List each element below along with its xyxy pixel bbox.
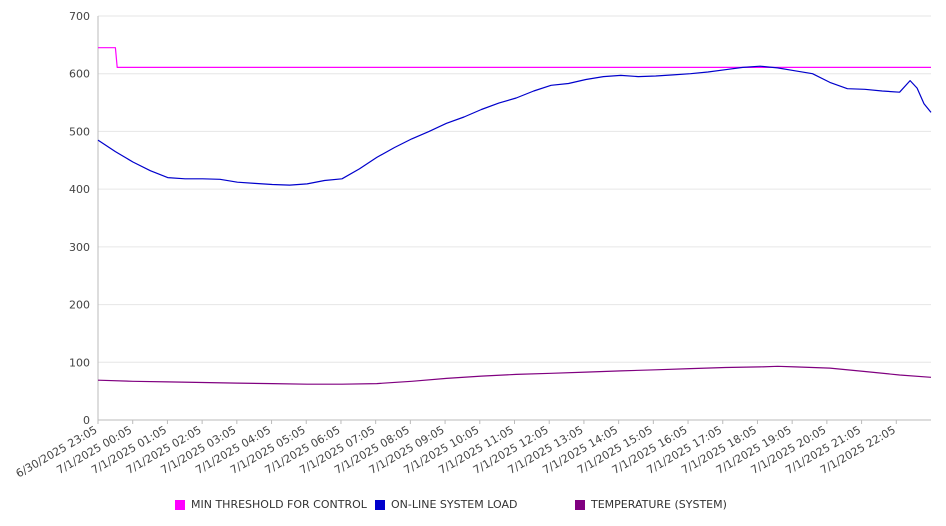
y-axis: 0 100 200 300 400 500 600 700: [69, 10, 99, 427]
y-tick-label: 700: [69, 10, 90, 23]
y-tick-label: 100: [69, 356, 90, 369]
series-threshold-line: [98, 47, 931, 68]
series-lines: [97, 47, 932, 385]
legend-swatch-load: [375, 499, 385, 510]
line-chart: 0 100 200 300 400 500 600 700 6/30/2025 23:057/…: [14, 10, 932, 480]
y-tick-label: 200: [69, 299, 90, 312]
legend: MIN THRESHOLD FOR CONTROL ON-LINE SYSTEM…: [0, 498, 946, 514]
legend-item-threshold[interactable]: MIN THRESHOLD FOR CONTROL: [175, 498, 367, 511]
series-temperature-line: [97, 365, 932, 385]
x-axis: 6/30/2025 23:057/1/2025 00:057/1/2025 01…: [14, 420, 898, 480]
legend-label-threshold: MIN THRESHOLD FOR CONTROL: [191, 498, 367, 511]
grid-lines: [98, 15, 931, 421]
y-tick-label: 400: [69, 183, 90, 196]
y-tick-label: 0: [83, 414, 90, 427]
legend-label-temperature: TEMPERATURE (SYSTEM): [591, 498, 727, 511]
legend-item-load[interactable]: ON-LINE SYSTEM LOAD: [375, 498, 517, 511]
legend-swatch-temperature: [575, 499, 585, 510]
y-tick-label: 500: [69, 125, 90, 138]
y-tick-label: 300: [69, 241, 90, 254]
legend-label-load: ON-LINE SYSTEM LOAD: [391, 498, 518, 511]
legend-item-temperature[interactable]: TEMPERATURE (SYSTEM): [575, 498, 727, 511]
legend-swatch-threshold: [175, 499, 185, 510]
series-load-line: [97, 65, 932, 186]
y-tick-label: 600: [69, 68, 90, 81]
